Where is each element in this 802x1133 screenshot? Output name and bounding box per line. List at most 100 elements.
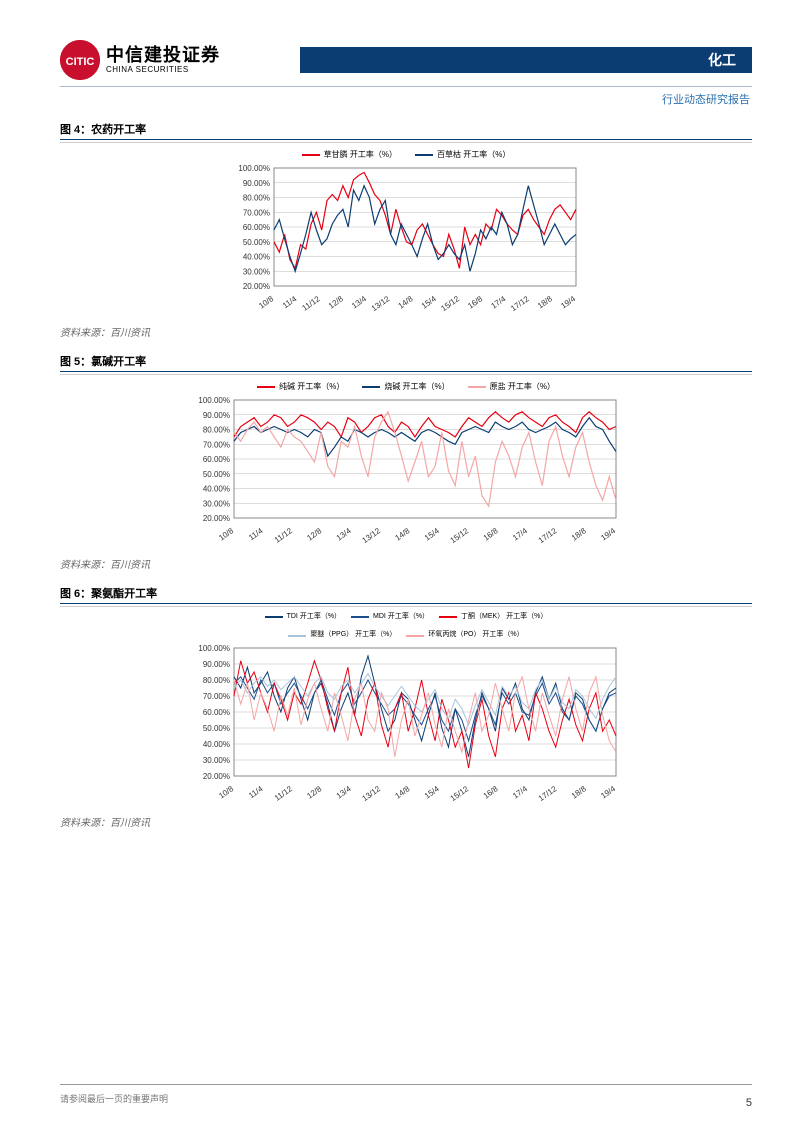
legend-swatch (362, 386, 380, 388)
legend-label: 环氧丙烷（PO） 开工率（%） (428, 631, 523, 639)
page-footer: 请参阅最后一页的重要声明 5 (60, 1084, 752, 1107)
svg-text:30.00%: 30.00% (243, 267, 270, 276)
svg-text:50.00%: 50.00% (203, 724, 230, 733)
svg-text:13/12: 13/12 (360, 526, 382, 545)
svg-text:16/8: 16/8 (466, 294, 484, 311)
svg-text:100.00%: 100.00% (238, 164, 270, 173)
svg-text:17/4: 17/4 (511, 784, 529, 801)
svg-text:20.00%: 20.00% (243, 282, 270, 291)
legend-swatch (288, 635, 306, 637)
fig5-chart: 20.00%30.00%40.00%50.00%60.00%70.00%80.0… (186, 396, 626, 546)
logo-icon: CITIC (60, 40, 100, 80)
legend-swatch (406, 635, 424, 637)
svg-text:10/8: 10/8 (217, 526, 235, 543)
svg-text:70.00%: 70.00% (203, 692, 230, 701)
svg-text:13/4: 13/4 (350, 294, 368, 311)
svg-text:19/4: 19/4 (559, 294, 577, 311)
fig6-legend: TDI 开工率（%）MDI 开工率（%）丁酮（MEK） 开工率（%）聚醚（PPG… (206, 613, 606, 640)
svg-text:90.00%: 90.00% (203, 411, 230, 420)
legend-swatch (265, 616, 283, 618)
legend-swatch (302, 154, 320, 156)
page-header: CITIC 中信建投证券 CHINA SECURITIES 化工 (60, 40, 752, 80)
svg-text:19/4: 19/4 (599, 784, 617, 801)
svg-text:17/4: 17/4 (511, 526, 529, 543)
svg-text:17/12: 17/12 (537, 526, 559, 545)
legend-swatch (468, 386, 486, 388)
svg-text:10/8: 10/8 (217, 784, 235, 801)
svg-text:15/4: 15/4 (420, 294, 438, 311)
fig6-source: 资料来源：百川资讯 (60, 814, 752, 829)
svg-text:100.00%: 100.00% (198, 644, 230, 653)
legend-label: 草甘膦 开工率（%） (324, 149, 397, 160)
svg-text:18/8: 18/8 (570, 784, 588, 801)
svg-text:15/12: 15/12 (439, 294, 461, 313)
page-number: 5 (746, 1097, 752, 1109)
legend-swatch (257, 386, 275, 388)
logo-text-en: CHINA SECURITIES (106, 66, 220, 75)
fig5-block: 图 5：氯碱开工率纯碱 开工率（%）烧碱 开工率（%）原盐 开工率（%）20.0… (60, 353, 752, 571)
fig6-block: 图 6：聚氨酯开工率 TDI 开工率（%） MDI 开工率（%） 丁酮（MEK） 开工… (60, 585, 752, 829)
fig5-wrap: 纯碱 开工率（%）烧碱 开工率（%）原盐 开工率（%）20.00%30.00%4… (60, 374, 752, 550)
series-line (234, 661, 616, 768)
svg-text:20.00%: 20.00% (203, 772, 230, 781)
svg-text:50.00%: 50.00% (243, 238, 270, 247)
svg-text:13/4: 13/4 (335, 526, 353, 543)
fig6-legend-item: MDI 开工率（%） (351, 613, 429, 621)
svg-text:70.00%: 70.00% (203, 440, 230, 449)
svg-text:11/4: 11/4 (247, 784, 265, 800)
fig4-block: 图 4：农药开工率草甘膦 开工率（%） 百草枯 开工率（%） 20.00% 30.00… (60, 121, 752, 339)
svg-text:100.00%: 100.00% (198, 396, 230, 405)
fig4-source: 资料来源：百川资讯 (60, 324, 752, 339)
fig4-title: 图 4：农药开工率 (60, 121, 752, 140)
legend-swatch (351, 616, 369, 618)
svg-text:11/12: 11/12 (273, 784, 295, 803)
svg-text:20.00%: 20.00% (203, 514, 230, 523)
fig4-legend-item: 草甘膦 开工率（%） (302, 149, 397, 160)
logo-text-cn: 中信建投证券 (106, 46, 220, 66)
svg-text:60.00%: 60.00% (243, 223, 270, 232)
header-bar: 化工 (300, 47, 752, 73)
fig5-legend: 纯碱 开工率（%）烧碱 开工率（%）原盐 开工率（%） (257, 381, 555, 392)
svg-text:12/8: 12/8 (305, 526, 323, 543)
svg-text:12/8: 12/8 (305, 784, 323, 801)
series-line (274, 172, 576, 268)
svg-text:16/8: 16/8 (482, 526, 500, 543)
svg-text:15/4: 15/4 (423, 526, 441, 543)
legend-label: 丁酮（MEK） 开工率（%） (461, 613, 547, 621)
svg-text:CITIC: CITIC (66, 56, 95, 68)
svg-text:17/12: 17/12 (537, 784, 559, 803)
fig6-legend-item: TDI 开工率（%） (265, 613, 341, 621)
svg-text:60.00%: 60.00% (203, 455, 230, 464)
svg-text:11/12: 11/12 (301, 294, 323, 313)
fig6-legend-item: 环氧丙烷（PO） 开工率（%） (406, 631, 523, 639)
svg-text:80.00%: 80.00% (243, 194, 270, 203)
svg-text:18/8: 18/8 (570, 526, 588, 543)
svg-text:14/8: 14/8 (394, 784, 412, 801)
fig5-legend-item: 烧碱 开工率（%） (362, 381, 449, 392)
svg-text:80.00%: 80.00% (203, 426, 230, 435)
svg-text:90.00%: 90.00% (243, 179, 270, 188)
svg-text:19/4: 19/4 (599, 526, 617, 543)
svg-text:40.00%: 40.00% (203, 740, 230, 749)
fig5-legend-item: 纯碱 开工率（%） (257, 381, 344, 392)
report-type: 行业动态研究报告 (60, 91, 752, 107)
svg-text:40.00%: 40.00% (203, 485, 230, 494)
legend-label: 百草枯 开工率（%） (437, 149, 510, 160)
legend-label: MDI 开工率（%） (373, 613, 429, 621)
svg-text:13/12: 13/12 (370, 294, 392, 313)
fig6-wrap: TDI 开工率（%）MDI 开工率（%）丁酮（MEK） 开工率（%）聚醚（PPG… (60, 606, 752, 808)
series-line (234, 677, 616, 741)
svg-text:17/12: 17/12 (509, 294, 531, 313)
footer-disclaimer: 请参阅最后一页的重要声明 (60, 1094, 168, 1104)
legend-label: 纯碱 开工率（%） (279, 381, 344, 392)
fig6-title: 图 6：聚氨酯开工率 (60, 585, 752, 604)
charts-container: 图 4：农药开工率草甘膦 开工率（%） 百草枯 开工率（%） 20.00% 30.00… (60, 121, 752, 829)
fig4-legend-item: 百草枯 开工率（%） (415, 149, 510, 160)
legend-label: TDI 开工率（%） (287, 613, 341, 621)
svg-text:11/4: 11/4 (281, 294, 299, 310)
svg-text:14/8: 14/8 (397, 294, 415, 311)
svg-text:17/4: 17/4 (490, 294, 508, 311)
fig4-chart: 20.00%30.00%40.00%50.00%60.00%70.00%80.0… (226, 164, 586, 314)
svg-text:15/4: 15/4 (423, 784, 441, 801)
svg-text:50.00%: 50.00% (203, 470, 230, 479)
